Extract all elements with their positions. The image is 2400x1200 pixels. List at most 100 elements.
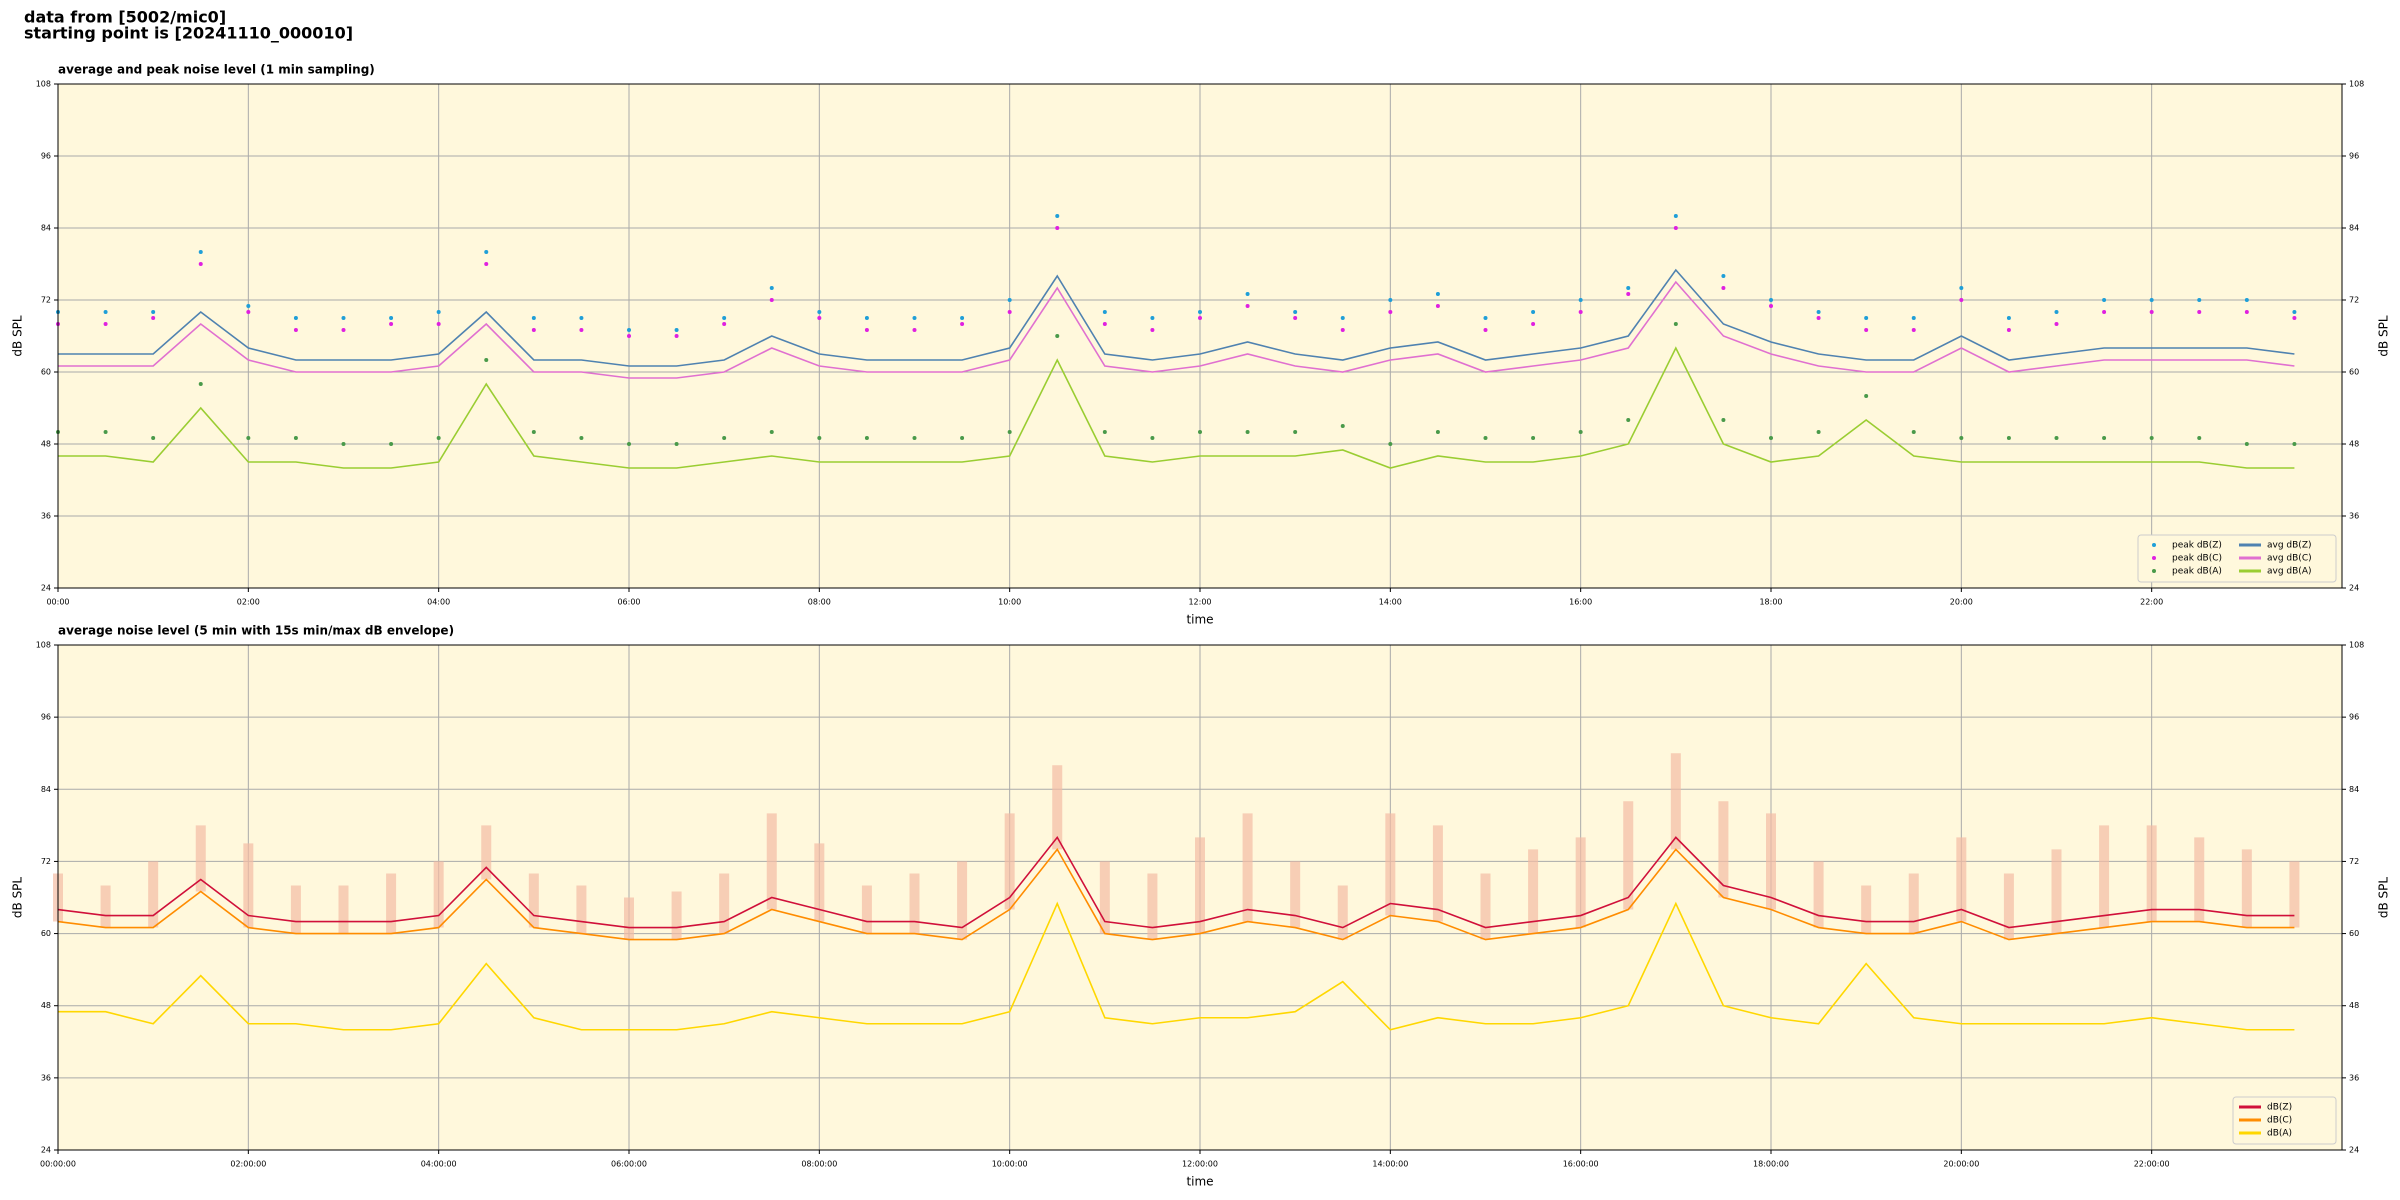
peak-dot: [1102, 322, 1107, 326]
y2-tick-label: 84: [2349, 785, 2359, 794]
peak-dot: [912, 328, 917, 332]
peak-dot: [151, 310, 156, 314]
peak-dot: [436, 322, 441, 326]
legend-label: peak dB(A): [2172, 567, 2222, 577]
header-line: data from [5002/mic0]: [24, 8, 226, 27]
peak-dot: [1340, 424, 1345, 428]
peak-dot: [293, 436, 298, 440]
peak-dot: [1150, 328, 1155, 332]
peak-dot: [1864, 316, 1869, 320]
legend-label: peak dB(Z): [2172, 541, 2222, 551]
legend-label: peak dB(C): [2172, 554, 2222, 564]
x-tick-label: 04:00: [427, 598, 450, 607]
peak-dot: [1388, 442, 1393, 446]
peak-dot: [674, 442, 679, 446]
peak-dot: [1198, 310, 1202, 314]
peak-dot: [960, 316, 965, 320]
y2-tick-label: 36: [2349, 1073, 2359, 1082]
x-tick-label: 02:00: [237, 598, 260, 607]
y2-tick-label: 96: [2349, 713, 2359, 722]
y-tick-label: 48: [41, 440, 51, 449]
peak-dot: [1055, 226, 1060, 230]
peak-dot: [2197, 436, 2202, 440]
peak-dot: [103, 430, 108, 434]
peak-dot: [436, 310, 441, 314]
x-tick-label: 22:00:00: [2134, 1160, 2170, 1169]
peak-dot: [1435, 430, 1440, 434]
y2-tick-label: 36: [2349, 512, 2359, 521]
peak-dot: [864, 328, 869, 332]
y2-tick-label: 48: [2349, 1001, 2359, 1010]
peak-dot: [1007, 310, 1012, 314]
peak-dot: [960, 322, 965, 326]
x-tick-label: 20:00: [1950, 598, 1973, 607]
legend-label: dB(Z): [2267, 1103, 2292, 1113]
peak-dot: [1435, 292, 1440, 296]
plot-frame: [57, 644, 2343, 1151]
x-tick-label: 16:00: [1569, 598, 1592, 607]
x-tick-label: 22:00: [2140, 598, 2163, 607]
y2-tick-label: 84: [2349, 224, 2359, 233]
peak-dot: [2102, 298, 2107, 302]
peak-dot: [2102, 436, 2107, 440]
peak-dot: [2244, 442, 2249, 446]
peak-dot: [341, 328, 346, 332]
legend-label: dB(C): [2267, 1116, 2292, 1126]
header-line: starting point is [20241110_000010]: [24, 24, 353, 43]
peak-dot: [722, 316, 727, 320]
peak-dot: [2292, 316, 2297, 320]
peak-dot: [2149, 436, 2154, 440]
legend-marker: [2152, 556, 2156, 560]
peak-dot: [1673, 214, 1678, 218]
series-line: [58, 901, 2295, 1031]
y-axis-label: dB SPL: [11, 315, 25, 357]
peak-dot: [1483, 316, 1488, 320]
peak-dot: [2149, 298, 2154, 302]
y2-tick-label: 24: [2349, 584, 2359, 593]
y2-tick-label: 72: [2349, 296, 2359, 305]
peak-dot: [1150, 316, 1155, 320]
peak-dot: [103, 310, 108, 314]
peak-dot: [198, 382, 203, 386]
peak-dot: [484, 250, 489, 254]
peak-dot: [1769, 298, 1773, 302]
y-tick-label: 60: [41, 929, 51, 938]
x-tick-label: 14:00: [1379, 598, 1402, 607]
peak-dot: [1531, 310, 1536, 314]
x-tick-label: 10:00:00: [992, 1160, 1028, 1169]
peak-dot: [1626, 286, 1631, 290]
peak-dot: [1055, 214, 1060, 218]
peak-dot: [817, 310, 822, 314]
peak-dot: [1198, 316, 1202, 320]
y2-axis-label: dB SPL: [2377, 315, 2391, 357]
peak-dot: [2054, 436, 2059, 440]
peak-dot: [912, 436, 917, 440]
peak-dot: [2197, 310, 2202, 314]
peak-dot: [2244, 310, 2249, 314]
y2-tick-label: 24: [2349, 1146, 2359, 1155]
y-tick-label: 72: [41, 296, 51, 305]
chart: average noise level (5 min with 15s min/…: [11, 624, 2391, 1189]
peak-dot: [769, 430, 774, 434]
peak-dot: [1245, 292, 1250, 296]
y-tick-label: 24: [41, 1146, 51, 1155]
peak-dot: [1293, 310, 1298, 314]
x-tick-label: 18:00:00: [1753, 1160, 1789, 1169]
series-line: [58, 346, 2295, 469]
y-tick-label: 96: [41, 152, 51, 161]
peak-dot: [246, 304, 251, 308]
peak-dot: [1721, 274, 1726, 278]
peak-dot: [436, 436, 441, 440]
peak-dot: [579, 316, 584, 320]
y-tick-label: 36: [41, 512, 51, 521]
peak-dot: [1816, 430, 1821, 434]
peak-dot: [1721, 418, 1726, 422]
x-axis-label: time: [1186, 1175, 1213, 1189]
peak-dot: [198, 250, 203, 254]
y-axis-label: dB SPL: [11, 877, 25, 919]
peak-dot: [1673, 322, 1678, 326]
peak-dot: [341, 316, 346, 320]
y-tick-label: 108: [36, 641, 51, 650]
peak-dot: [389, 322, 394, 326]
peak-dot: [2006, 436, 2011, 440]
